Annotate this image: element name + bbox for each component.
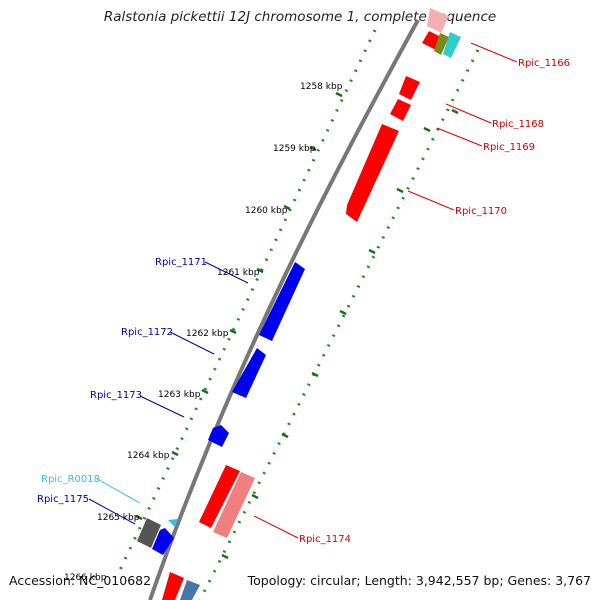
accession-text: Accession: NC_010682	[9, 573, 152, 588]
tick-label-1261: 1261 kbp	[217, 268, 260, 278]
gene-label-rpic-1173[interactable]: Rpic_1173	[90, 390, 142, 401]
leader-rpic-1173	[139, 395, 185, 418]
gene-rpic-1171-arrow[interactable]	[259, 262, 305, 341]
gene-rpic-r0018-marker[interactable]	[168, 519, 178, 527]
map-title: Ralstonia pickettii 12J chromosome 1, co…	[103, 9, 497, 25]
tick-1258	[335, 91, 343, 98]
leader-rpic-1175	[88, 498, 136, 525]
tick-label-1260: 1260 kbp	[245, 206, 288, 216]
gene-rpic-1174-pseudo[interactable]	[213, 472, 255, 538]
leader-rpic-1172	[169, 331, 215, 355]
leader-rpic-1170	[407, 190, 455, 211]
tick-1265	[135, 514, 143, 521]
gene-label-rpic-1169[interactable]: Rpic_1169	[483, 142, 535, 153]
gene-gray-block[interactable]	[137, 518, 161, 548]
inner-dotted-track	[198, 49, 480, 600]
leader-rpic-1171	[204, 261, 249, 284]
leader-rpic-1166	[470, 42, 518, 63]
inner-tick	[423, 126, 431, 133]
gene-label-rpic-1171[interactable]: Rpic_1171	[155, 257, 207, 268]
leader-rpic-1174	[253, 515, 299, 539]
gene-rpic-1172-arrow[interactable]	[232, 348, 266, 398]
gene-rpic-1170-arrow[interactable]	[346, 124, 399, 222]
inner-tick	[311, 371, 319, 378]
outer-dotted-track	[118, 29, 377, 571]
tick-1261	[256, 267, 264, 274]
gene-label-rpic-1172[interactable]: Rpic_1172	[121, 327, 173, 338]
gene-faint-pink[interactable]	[427, 8, 449, 33]
topology-text: Topology: circular; Length: 3,942,557 bp…	[247, 573, 591, 588]
gene-rpic-1175-arrow[interactable]	[152, 528, 174, 555]
leader-rpic-1169	[436, 127, 483, 147]
inner-tick	[339, 309, 347, 316]
gene-label-rpic-1168[interactable]: Rpic_1168	[492, 119, 544, 130]
inner-tick	[451, 108, 459, 115]
leader-rpic-1168	[445, 103, 492, 124]
gene-label-rpic-1174[interactable]: Rpic_1174	[299, 534, 351, 545]
tick-label-1263: 1263 kbp	[158, 390, 201, 400]
gene-cyan-block[interactable]	[443, 32, 461, 58]
tick-label-1264: 1264 kbp	[127, 451, 170, 461]
gene-rpic-1169-arrow[interactable]	[390, 99, 411, 121]
gene-bottom-red[interactable]	[162, 572, 184, 600]
tick-label-1262: 1262 kbp	[186, 329, 229, 339]
inner-tick	[396, 187, 404, 194]
gene-olive-block[interactable]	[434, 33, 449, 55]
gene-rpic-1174-arrow[interactable]	[199, 465, 240, 528]
tick-label-1265: 1265 kbp	[97, 513, 140, 523]
tick-label-1259: 1259 kbp	[273, 144, 316, 154]
gene-rpic-1173-arrow[interactable]	[208, 425, 229, 447]
gene-label-rpic-r0018[interactable]: Rpic_R0018	[41, 474, 100, 485]
gene-label-rpic-1170[interactable]: Rpic_1170	[455, 206, 507, 217]
inner-tick	[281, 432, 289, 439]
chromosome-backbone	[148, 19, 420, 600]
tick-1262	[229, 328, 237, 335]
tick-1259	[309, 145, 317, 152]
gene-label-rpic-1175[interactable]: Rpic_1175	[37, 494, 89, 505]
inner-tick	[221, 553, 229, 560]
gene-label-rpic-1166[interactable]: Rpic_1166	[518, 58, 570, 69]
gene-bottom-blue[interactable]	[180, 580, 200, 600]
gene-rpic-1168-arrow[interactable]	[399, 76, 420, 100]
leader-rpic-r0018	[96, 478, 141, 504]
tick-label-1258: 1258 kbp	[300, 82, 343, 92]
tick-1260	[283, 204, 291, 211]
tick-label-1266: 1266 kbp	[64, 573, 107, 583]
inner-tick	[251, 493, 259, 500]
tick-1264	[171, 450, 179, 457]
inner-tick	[368, 248, 376, 255]
tick-1263	[201, 388, 209, 395]
